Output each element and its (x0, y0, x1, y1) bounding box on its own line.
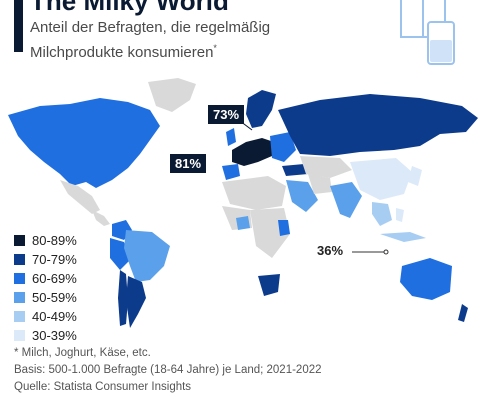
callout-73: 73% (208, 105, 245, 124)
legend-item-50-59: 50-59% (14, 288, 77, 307)
mexico (60, 180, 100, 214)
legend-swatch (14, 273, 25, 284)
legend-label: 60-69% (32, 271, 77, 286)
legend-label: 30-39% (32, 328, 77, 343)
callout-81: 81% (170, 154, 207, 173)
philippines (396, 208, 404, 222)
legend-swatch (14, 311, 25, 322)
legend-item-40-49: 40-49% (14, 307, 77, 326)
southeast-asia (372, 202, 392, 226)
source-note: Quelle: Statista Consumer Insights (14, 381, 192, 393)
india (330, 182, 362, 218)
australia (400, 258, 452, 300)
legend: 80-89% 70-79% 60-69% 50-59% 40-49% 30-39… (14, 231, 77, 345)
chile (118, 270, 128, 326)
subtitle-line-2-text: Milchprodukte konsumieren (30, 44, 214, 61)
arabia (286, 180, 318, 212)
new-zealand (458, 304, 468, 322)
turkey (282, 164, 308, 176)
legend-item-30-39: 30-39% (14, 326, 77, 345)
eastern-europe (270, 132, 296, 162)
argentina (126, 276, 146, 328)
legend-swatch (14, 254, 25, 265)
legend-item-70-79: 70-79% (14, 250, 77, 269)
legend-label: 70-79% (32, 252, 77, 267)
callout-36: 36% (317, 243, 344, 258)
kenya (278, 220, 290, 236)
scandinavia (246, 90, 276, 128)
page-title: The Milky World (30, 0, 229, 16)
uk (226, 128, 236, 146)
callout-marker-36 (383, 249, 389, 255)
world-map (8, 78, 478, 328)
footnote: * Milch, Joghurt, Käse, etc. (14, 347, 151, 359)
central-asia (300, 156, 352, 178)
subtitle-line-1: Anteil der Befragten, die regelmäßig (30, 19, 271, 36)
title-accent-bar (14, 0, 23, 52)
legend-label: 40-49% (32, 309, 77, 324)
footer: * Milch, Joghurt, Käse, etc. Basis: 500-… (14, 345, 322, 396)
iran (308, 174, 332, 194)
south-africa (258, 274, 280, 296)
legend-swatch (14, 292, 25, 303)
basis-note: Basis: 500-1.000 Befragte (18-64 Jahre) … (14, 364, 322, 376)
legend-label: 50-59% (32, 290, 77, 305)
greenland (148, 78, 196, 112)
north-africa (222, 176, 286, 210)
brazil (124, 230, 170, 282)
nigeria (236, 216, 250, 230)
legend-item-80-89: 80-89% (14, 231, 77, 250)
indonesia (380, 232, 426, 242)
legend-label: 80-89% (32, 233, 77, 248)
legend-swatch (14, 330, 25, 341)
subtitle-line-2: Milchprodukte konsumieren* (30, 38, 330, 63)
china (350, 158, 412, 200)
iberia (222, 164, 240, 180)
subtitle: Anteil der Befragten, die regelmäßig Mil… (30, 18, 330, 63)
canada-usa (8, 98, 160, 188)
legend-item-60-69: 60-69% (14, 269, 77, 288)
legend-swatch (14, 235, 25, 246)
milk-bottle-illustration (400, 0, 455, 65)
central-america (92, 210, 110, 226)
western-europe (232, 138, 274, 166)
subtitle-footnote-marker: * (213, 43, 217, 53)
russia (278, 94, 478, 156)
korea-japan (408, 166, 422, 186)
